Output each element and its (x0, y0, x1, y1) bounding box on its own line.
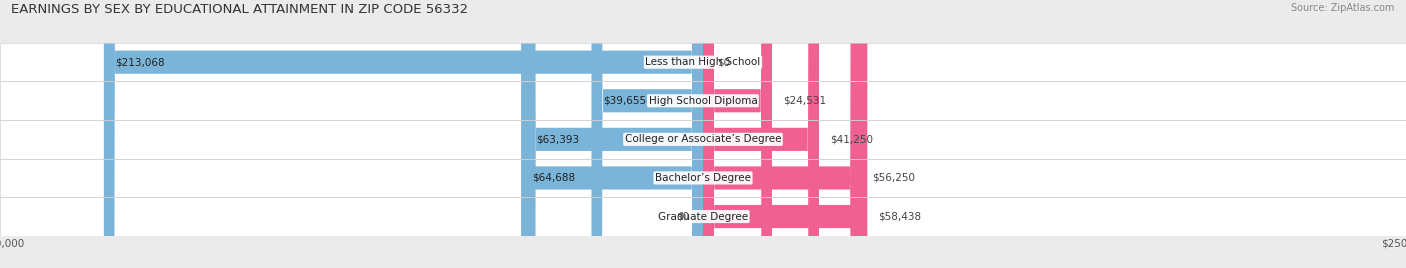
Bar (0, 43, 1406, 81)
FancyBboxPatch shape (703, 0, 860, 268)
Bar (0, 197, 1406, 236)
Bar (0, 159, 1406, 197)
FancyBboxPatch shape (703, 0, 868, 268)
Text: Bachelor’s Degree: Bachelor’s Degree (655, 173, 751, 183)
Bar (0, 120, 1406, 159)
Text: High School Diploma: High School Diploma (648, 96, 758, 106)
Text: Graduate Degree: Graduate Degree (658, 211, 748, 222)
Text: $58,438: $58,438 (879, 211, 922, 222)
Bar (0, 197, 1406, 236)
Text: $24,531: $24,531 (783, 96, 827, 106)
Text: $63,393: $63,393 (536, 134, 579, 144)
Text: $56,250: $56,250 (872, 173, 915, 183)
FancyBboxPatch shape (703, 0, 818, 268)
Text: $213,068: $213,068 (115, 57, 165, 67)
Text: $41,250: $41,250 (830, 134, 873, 144)
Text: Source: ZipAtlas.com: Source: ZipAtlas.com (1291, 3, 1395, 13)
FancyBboxPatch shape (104, 0, 703, 268)
FancyBboxPatch shape (522, 0, 703, 268)
Bar (0, 120, 1406, 159)
Bar (0, 81, 1406, 120)
FancyBboxPatch shape (524, 0, 703, 268)
Text: EARNINGS BY SEX BY EDUCATIONAL ATTAINMENT IN ZIP CODE 56332: EARNINGS BY SEX BY EDUCATIONAL ATTAINMEN… (11, 3, 468, 16)
Text: $0: $0 (717, 57, 730, 67)
Bar (0, 81, 1406, 120)
Bar (0, 43, 1406, 81)
Text: College or Associate’s Degree: College or Associate’s Degree (624, 134, 782, 144)
Text: $39,655: $39,655 (603, 96, 645, 106)
Bar (0, 159, 1406, 197)
FancyBboxPatch shape (703, 0, 772, 268)
Text: $0: $0 (676, 211, 689, 222)
Text: $64,688: $64,688 (533, 173, 575, 183)
FancyBboxPatch shape (592, 0, 703, 268)
Text: Less than High School: Less than High School (645, 57, 761, 67)
